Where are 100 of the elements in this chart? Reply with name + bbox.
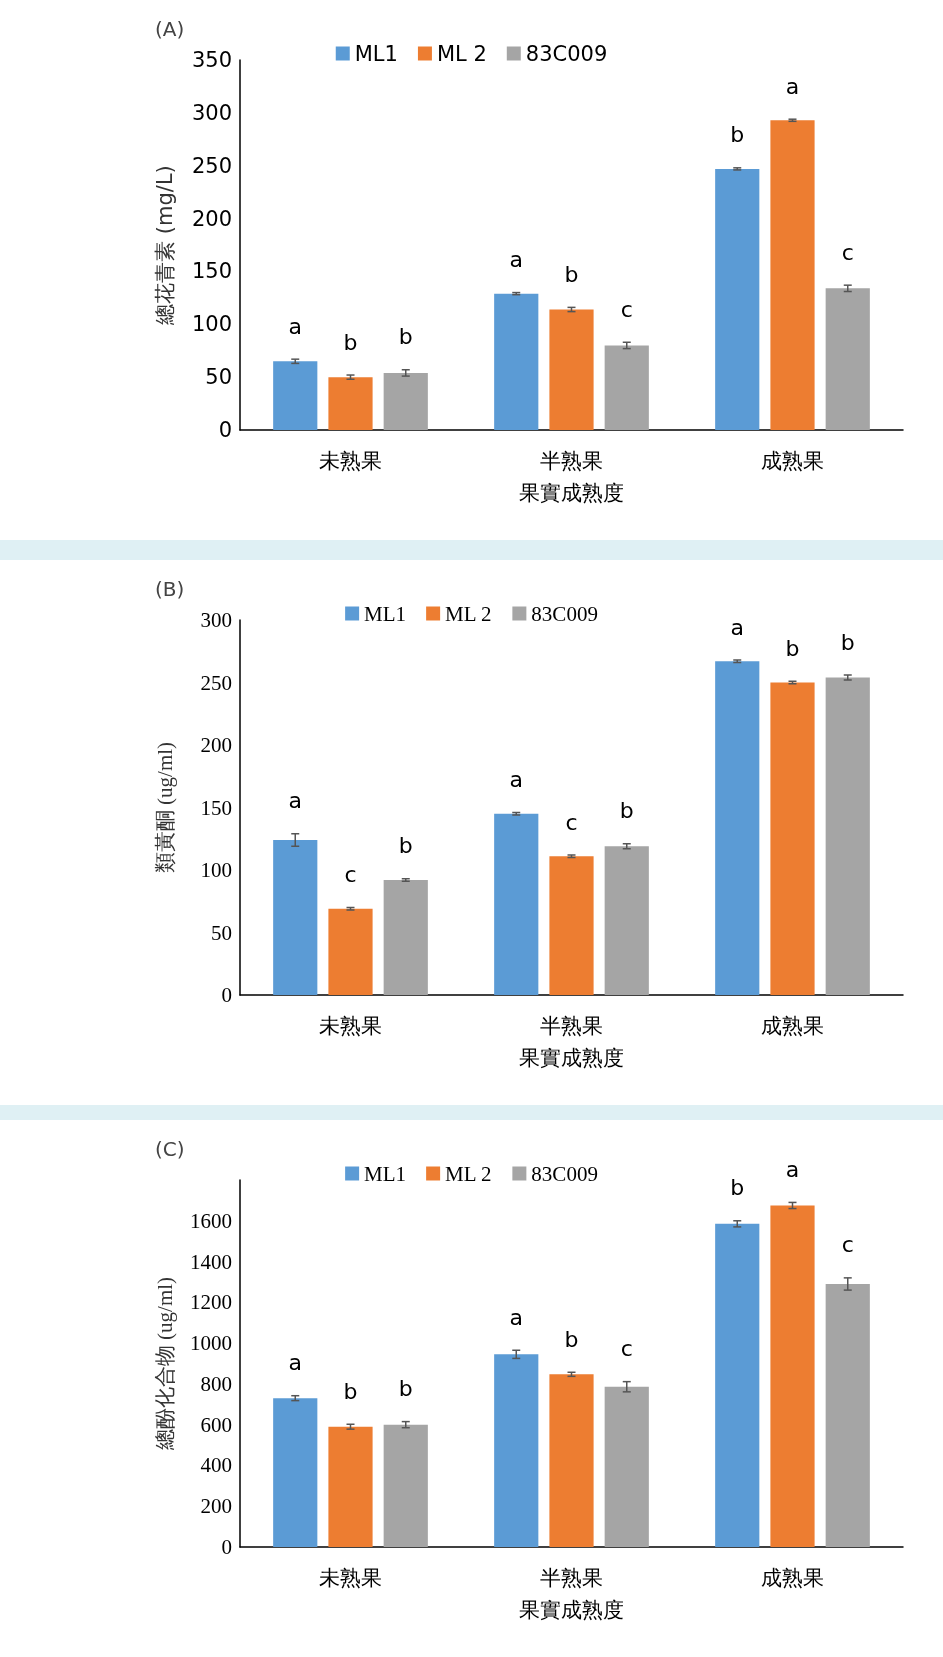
x-axis-title: 果實成熟度: [519, 1597, 624, 1622]
bar: [770, 1205, 815, 1547]
data-label: b: [343, 1378, 358, 1404]
data-label: c: [344, 862, 357, 887]
bar: [328, 1426, 373, 1547]
bar: [770, 120, 815, 430]
data-label: b: [398, 833, 413, 859]
bar: [549, 1374, 594, 1547]
data-label: c: [841, 239, 854, 265]
data-label: a: [288, 313, 302, 339]
legend-label: ML 2: [436, 41, 487, 66]
y-tick-label: 1000: [190, 1331, 232, 1356]
y-tick-label: 400: [200, 1453, 232, 1478]
legend-label: ML 2: [445, 601, 492, 626]
bar: [549, 856, 594, 995]
y-tick-label: 150: [191, 259, 232, 284]
y-tick-label: 300: [200, 608, 232, 632]
bar: [549, 309, 594, 430]
y-axis-title: 類黃酮 (ug/ml): [152, 741, 177, 874]
y-tick-label: 250: [200, 670, 232, 695]
legend-label: 83C009: [525, 41, 608, 66]
y-tick-label: 0: [221, 1535, 232, 1559]
data-label: c: [565, 809, 578, 835]
y-axis-title: 總酚化合物 (ug/ml): [152, 1276, 177, 1452]
bar: [770, 682, 815, 995]
chart-title: (C): [155, 1137, 185, 1161]
x-tick-label: 未熟果: [319, 1565, 382, 1590]
y-tick-label: 200: [200, 1494, 232, 1519]
y-tick-label: 100: [191, 312, 232, 337]
bar: [715, 661, 760, 995]
y-tick-label: 200: [200, 733, 232, 757]
y-tick-label: 50: [205, 365, 232, 390]
data-label: a: [288, 788, 302, 814]
bar: [273, 361, 318, 430]
bar: [494, 1354, 539, 1547]
bar: [825, 677, 870, 995]
legend-label: ML1: [354, 41, 398, 66]
chart-title: (A): [155, 17, 185, 41]
bar: [604, 345, 649, 430]
y-tick-label: 600: [200, 1412, 232, 1437]
x-axis-title: 果實成熟度: [519, 1045, 624, 1070]
x-tick-label: 半熟果: [540, 1013, 603, 1038]
data-label: b: [398, 324, 413, 350]
bar: [328, 908, 373, 995]
data-label: b: [398, 1376, 413, 1402]
data-label: a: [509, 1304, 523, 1330]
bar: [383, 1424, 428, 1547]
data-label: b: [564, 261, 579, 287]
legend-label: ML1: [364, 1161, 407, 1186]
data-label: a: [730, 614, 744, 640]
y-axis-title: 總花青素 (mg/L): [152, 165, 177, 326]
x-tick-label: 半熟果: [540, 448, 603, 473]
y-tick-label: 50: [211, 920, 232, 945]
bar: [604, 846, 649, 995]
data-label: a: [509, 767, 523, 792]
legend-label: ML1: [364, 601, 407, 626]
y-tick-label: 800: [200, 1371, 232, 1396]
data-label: a: [288, 1350, 302, 1376]
bar: [273, 840, 318, 995]
y-tick-label: 150: [200, 795, 232, 820]
y-tick-label: 250: [191, 153, 232, 178]
data-label: a: [509, 247, 523, 273]
y-tick-label: 200: [191, 206, 232, 231]
data-label: a: [785, 1156, 800, 1182]
data-label: b: [343, 329, 358, 355]
data-label: b: [840, 629, 855, 655]
bar: [494, 813, 539, 995]
bar: [494, 293, 539, 430]
y-tick-label: 1400: [190, 1249, 232, 1274]
bar: [604, 1386, 649, 1547]
bar: [383, 372, 428, 430]
x-tick-label: 未熟果: [319, 1013, 382, 1038]
data-label: c: [620, 296, 633, 322]
y-tick-label: 1600: [190, 1208, 232, 1233]
x-tick-label: 成熟果: [761, 1013, 824, 1038]
bar: [715, 1223, 760, 1547]
bar: [328, 377, 373, 430]
bar: [825, 288, 870, 430]
data-label: b: [785, 635, 800, 661]
data-label: b: [564, 1326, 579, 1352]
chart-title: (B): [155, 577, 185, 601]
bar: [715, 168, 760, 430]
bar: [383, 880, 428, 995]
bar: [273, 1398, 318, 1547]
data-label: a: [785, 73, 800, 99]
bar: [825, 1283, 870, 1547]
data-label: c: [841, 1232, 854, 1258]
y-tick-label: 0: [221, 983, 232, 1007]
data-label: c: [620, 1336, 633, 1362]
legend-label: ML 2: [445, 1161, 492, 1186]
y-tick-label: 1200: [190, 1290, 232, 1315]
x-tick-label: 成熟果: [761, 448, 824, 473]
y-tick-label: 350: [191, 48, 232, 72]
x-axis-title: 果實成熟度: [519, 480, 624, 505]
x-tick-label: 未熟果: [319, 448, 382, 473]
data-label: b: [730, 1175, 745, 1201]
x-tick-label: 半熟果: [540, 1565, 603, 1590]
data-label: b: [619, 798, 634, 824]
x-tick-label: 成熟果: [761, 1565, 824, 1590]
y-tick-label: 0: [218, 418, 232, 442]
